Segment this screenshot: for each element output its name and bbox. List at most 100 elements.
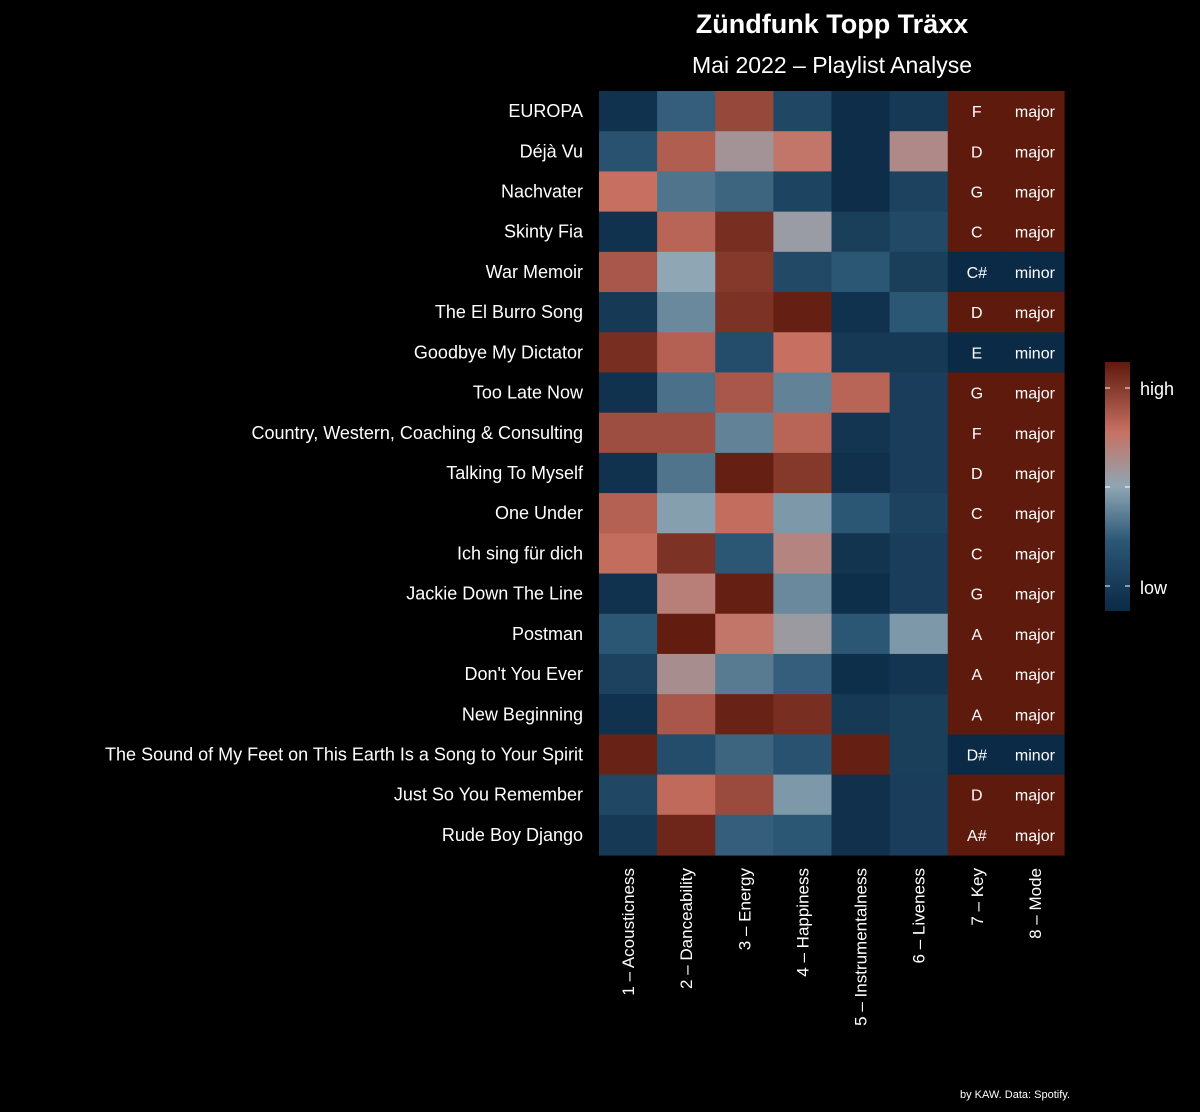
mode-cell-label: major — [1015, 144, 1056, 161]
heatmap-cell — [657, 292, 716, 333]
row-label: War Memoir — [486, 262, 583, 282]
color-legend: high low — [1105, 362, 1174, 611]
heatmap-cell — [889, 372, 949, 414]
key-cell-label: D — [971, 466, 983, 483]
heatmap-cell — [599, 332, 658, 374]
heatmap-cell — [599, 292, 658, 333]
heatmap-cell — [947, 292, 1007, 333]
mode-cell-label: major — [1015, 466, 1056, 483]
mode-cell-label: minor — [1015, 747, 1056, 764]
heatmap-cell — [715, 694, 774, 735]
legend-label-low: low — [1140, 578, 1168, 598]
heatmap-cell — [947, 211, 1007, 253]
row-label: Déjà Vu — [520, 141, 583, 161]
chart-caption: by KAW. Data: Spotify. — [960, 1089, 1070, 1101]
heatmap-cell — [599, 774, 658, 816]
heatmap-cell — [1005, 573, 1065, 615]
column-labels: 1 – Acousticness 2 – Danceability 3 – Ener… — [619, 868, 1045, 1026]
heatmap-cell — [773, 372, 833, 414]
mode-cell-label: major — [1015, 386, 1056, 403]
mode-cell-label: major — [1015, 426, 1056, 443]
mode-cell-label: major — [1015, 305, 1056, 322]
key-cell-label: A — [971, 627, 982, 644]
heatmap-cell — [889, 573, 949, 615]
row-label: Just So You Remember — [394, 785, 583, 805]
mode-cell-label: major — [1015, 104, 1056, 121]
heatmap-cell — [1005, 774, 1065, 816]
row-label: The El Burro Song — [435, 302, 583, 322]
heatmap-cell — [831, 372, 891, 414]
heatmap-cell — [599, 452, 658, 494]
mode-cell-label: major — [1015, 788, 1056, 805]
heatmap-cell — [831, 613, 891, 655]
heatmap-cell — [831, 694, 891, 735]
heatmap-cell — [889, 774, 949, 816]
heatmap-cell — [715, 251, 774, 293]
row-label: Postman — [512, 624, 583, 644]
heatmap-cell — [657, 452, 716, 494]
column-label: 3 – Energy — [735, 868, 754, 951]
heatmap-cell — [657, 372, 716, 414]
heatmap-cell — [889, 734, 949, 776]
key-cell-label: D — [971, 144, 983, 161]
heatmap-cell — [657, 412, 716, 454]
heatmap-cell — [831, 573, 891, 615]
heatmap-cell — [831, 452, 891, 494]
heatmap-cell — [831, 91, 891, 132]
heatmap-cell — [947, 91, 1007, 132]
row-label: The Sound of My Feet on This Earth Is a … — [105, 744, 583, 764]
heatmap-cell — [1005, 694, 1065, 735]
heatmap-cell — [831, 533, 891, 575]
heatmap-cell — [599, 171, 658, 213]
heatmap-cell — [715, 452, 774, 494]
heatmap-cell — [889, 332, 949, 374]
row-label: New Beginning — [462, 704, 583, 724]
heatmap-cell — [1005, 412, 1065, 454]
heatmap-cell — [715, 653, 774, 695]
row-label: Nachvater — [501, 182, 583, 202]
heatmap-cell — [1005, 493, 1065, 534]
key-cell-label: F — [972, 426, 982, 443]
heatmap-cell — [947, 372, 1007, 414]
heatmap-cell — [599, 814, 658, 856]
column-label: 8 – Mode — [1026, 868, 1045, 939]
heatmap-cell — [773, 412, 833, 454]
column-label: 2 – Danceability — [677, 868, 696, 989]
heatmap-cell — [889, 91, 949, 132]
heatmap-cell — [1005, 372, 1065, 414]
heatmap-cell — [889, 292, 949, 333]
heatmap-cell — [715, 573, 774, 615]
heatmap-cell — [773, 131, 833, 173]
heatmap-cell — [947, 131, 1007, 173]
heatmap-cell — [599, 91, 658, 132]
key-cell-label: A — [971, 707, 982, 724]
heatmap-cell — [947, 774, 1007, 816]
heatmap-cell — [599, 734, 658, 776]
heatmap-cell — [773, 332, 833, 374]
heatmap-cell — [773, 653, 833, 695]
key-cell-label: E — [971, 345, 982, 362]
heatmap-cell — [831, 332, 891, 374]
heatmap-cell — [657, 734, 716, 776]
heatmap-cell — [1005, 292, 1065, 333]
mode-cell-label: major — [1015, 667, 1056, 684]
heatmap-cell — [1005, 131, 1065, 173]
legend-label-high: high — [1140, 379, 1174, 399]
key-cell-label: C — [971, 546, 983, 563]
heatmap-cell — [1005, 814, 1065, 856]
heatmap-cell — [657, 694, 716, 735]
heatmap-cell — [773, 734, 833, 776]
heatmap-cell — [599, 694, 658, 735]
heatmap-cell — [715, 412, 774, 454]
heatmap-cell — [599, 211, 658, 253]
heatmap-cell — [889, 412, 949, 454]
heatmap-cell — [715, 493, 774, 534]
heatmap-cell — [831, 412, 891, 454]
heatmap-cell — [889, 653, 949, 695]
heatmap-cell — [773, 694, 833, 735]
heatmap-cell — [889, 694, 949, 735]
row-label: Skinty Fia — [504, 222, 584, 242]
key-cell-label: G — [971, 386, 983, 403]
mode-cell-label: major — [1015, 828, 1056, 845]
heatmap-cell — [715, 372, 774, 414]
